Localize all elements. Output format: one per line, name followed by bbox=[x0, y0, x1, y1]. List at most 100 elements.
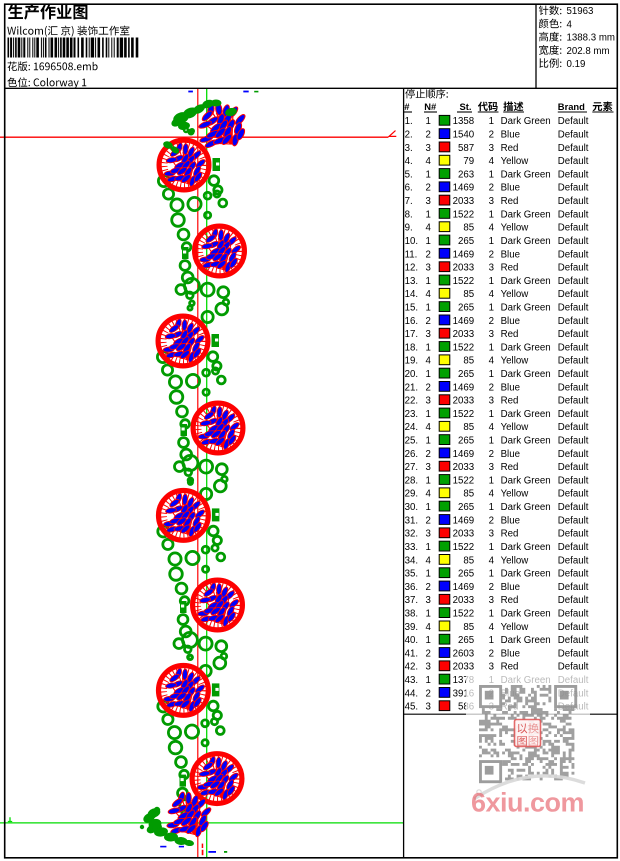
svg-text:2: 2 bbox=[489, 648, 494, 659]
svg-text:Default: Default bbox=[558, 409, 589, 420]
svg-text:Dark Green: Dark Green bbox=[501, 542, 551, 553]
svg-text:1: 1 bbox=[426, 475, 431, 486]
svg-text:4.: 4. bbox=[405, 156, 413, 167]
svg-text:Dark Green: Dark Green bbox=[501, 608, 551, 619]
svg-text:Default: Default bbox=[558, 436, 589, 447]
svg-text:Default: Default bbox=[558, 356, 589, 367]
svg-text:1522: 1522 bbox=[453, 209, 475, 220]
svg-text:0.19: 0.19 bbox=[567, 59, 586, 70]
svg-text:3: 3 bbox=[489, 529, 494, 540]
svg-text:265: 265 bbox=[458, 502, 474, 513]
svg-text:1: 1 bbox=[426, 608, 431, 619]
svg-text:Default: Default bbox=[558, 342, 589, 353]
svg-text:Blue: Blue bbox=[501, 582, 520, 593]
svg-text:1: 1 bbox=[426, 236, 431, 247]
svg-text:1: 1 bbox=[426, 169, 431, 180]
svg-text:2033: 2033 bbox=[453, 595, 475, 606]
svg-text:2: 2 bbox=[426, 515, 431, 526]
svg-text:4: 4 bbox=[567, 19, 573, 30]
svg-text:9.: 9. bbox=[405, 223, 413, 234]
svg-text:1: 1 bbox=[426, 436, 431, 447]
svg-text:Default: Default bbox=[558, 396, 589, 407]
svg-text:29.: 29. bbox=[405, 489, 418, 500]
svg-text:3: 3 bbox=[426, 329, 431, 340]
svg-text:6.: 6. bbox=[405, 183, 413, 194]
svg-text:4: 4 bbox=[489, 489, 495, 500]
svg-text:1469: 1469 bbox=[453, 316, 475, 327]
svg-text:Default: Default bbox=[558, 169, 589, 180]
svg-text:Red: Red bbox=[501, 662, 519, 673]
svg-text:Default: Default bbox=[558, 449, 589, 460]
svg-text:3: 3 bbox=[426, 462, 431, 473]
svg-text:#: # bbox=[404, 101, 410, 112]
svg-text:26.: 26. bbox=[405, 449, 418, 460]
svg-text:Blue: Blue bbox=[501, 382, 520, 393]
svg-text:Blue: Blue bbox=[501, 449, 520, 460]
svg-text:Default: Default bbox=[558, 622, 589, 633]
svg-text:Default: Default bbox=[558, 156, 589, 167]
svg-text:Yellow: Yellow bbox=[501, 622, 530, 633]
svg-text:Default: Default bbox=[558, 143, 589, 154]
svg-text:1: 1 bbox=[489, 635, 494, 646]
svg-text:2033: 2033 bbox=[453, 329, 475, 340]
svg-text:Default: Default bbox=[558, 569, 589, 580]
svg-text:Red: Red bbox=[501, 196, 519, 207]
svg-text:7.: 7. bbox=[405, 196, 413, 207]
svg-text:1: 1 bbox=[426, 569, 431, 580]
svg-text:1: 1 bbox=[489, 409, 494, 420]
svg-text:Default: Default bbox=[558, 183, 589, 194]
svg-text:Default: Default bbox=[558, 422, 589, 433]
svg-text:85: 85 bbox=[463, 489, 474, 500]
svg-text:85: 85 bbox=[463, 555, 474, 566]
svg-text:28.: 28. bbox=[405, 475, 418, 486]
svg-text:Default: Default bbox=[558, 489, 589, 500]
svg-text:Default: Default bbox=[558, 236, 589, 247]
svg-text:Default: Default bbox=[558, 462, 589, 473]
svg-text:2: 2 bbox=[426, 688, 431, 699]
svg-text:4: 4 bbox=[489, 422, 495, 433]
svg-text:12.: 12. bbox=[405, 263, 418, 274]
svg-text:2: 2 bbox=[426, 582, 431, 593]
svg-text:1: 1 bbox=[489, 369, 494, 380]
svg-text:1: 1 bbox=[489, 209, 494, 220]
svg-text:Default: Default bbox=[558, 196, 589, 207]
svg-text:2603: 2603 bbox=[453, 648, 475, 659]
svg-text:3: 3 bbox=[489, 396, 494, 407]
svg-text:202.8 mm: 202.8 mm bbox=[567, 46, 610, 57]
svg-text:265: 265 bbox=[458, 302, 474, 313]
svg-text:85: 85 bbox=[463, 289, 474, 300]
svg-text:1: 1 bbox=[426, 635, 431, 646]
svg-text:4: 4 bbox=[426, 156, 432, 167]
svg-text:40.: 40. bbox=[405, 635, 418, 646]
svg-text:1: 1 bbox=[489, 475, 494, 486]
svg-text:Default: Default bbox=[558, 502, 589, 513]
svg-text:1388.3 mm: 1388.3 mm bbox=[567, 33, 615, 44]
svg-text:Red: Red bbox=[501, 329, 519, 340]
svg-text:4: 4 bbox=[426, 289, 432, 300]
svg-text:2033: 2033 bbox=[453, 529, 475, 540]
svg-text:4: 4 bbox=[489, 156, 495, 167]
svg-text:85: 85 bbox=[463, 622, 474, 633]
svg-text:1: 1 bbox=[426, 409, 431, 420]
svg-text:Default: Default bbox=[558, 662, 589, 673]
svg-text:265: 265 bbox=[458, 635, 474, 646]
svg-text:2.: 2. bbox=[405, 130, 413, 141]
svg-text:Dark Green: Dark Green bbox=[501, 116, 551, 127]
svg-text:18.: 18. bbox=[405, 342, 418, 353]
svg-text:1: 1 bbox=[426, 675, 431, 686]
svg-text:2: 2 bbox=[426, 382, 431, 393]
svg-text:2033: 2033 bbox=[453, 462, 475, 473]
svg-text:1522: 1522 bbox=[453, 409, 475, 420]
svg-text:1: 1 bbox=[426, 369, 431, 380]
svg-text:3: 3 bbox=[426, 196, 431, 207]
svg-text:Default: Default bbox=[558, 635, 589, 646]
svg-text:4: 4 bbox=[489, 555, 495, 566]
svg-text:14.: 14. bbox=[405, 289, 418, 300]
svg-text:Brand: Brand bbox=[558, 101, 585, 112]
svg-text:39.: 39. bbox=[405, 622, 418, 633]
svg-text:1: 1 bbox=[426, 209, 431, 220]
svg-text:10.: 10. bbox=[405, 236, 418, 247]
svg-text:3: 3 bbox=[426, 529, 431, 540]
svg-text:4: 4 bbox=[426, 555, 432, 566]
svg-text:37.: 37. bbox=[405, 595, 418, 606]
